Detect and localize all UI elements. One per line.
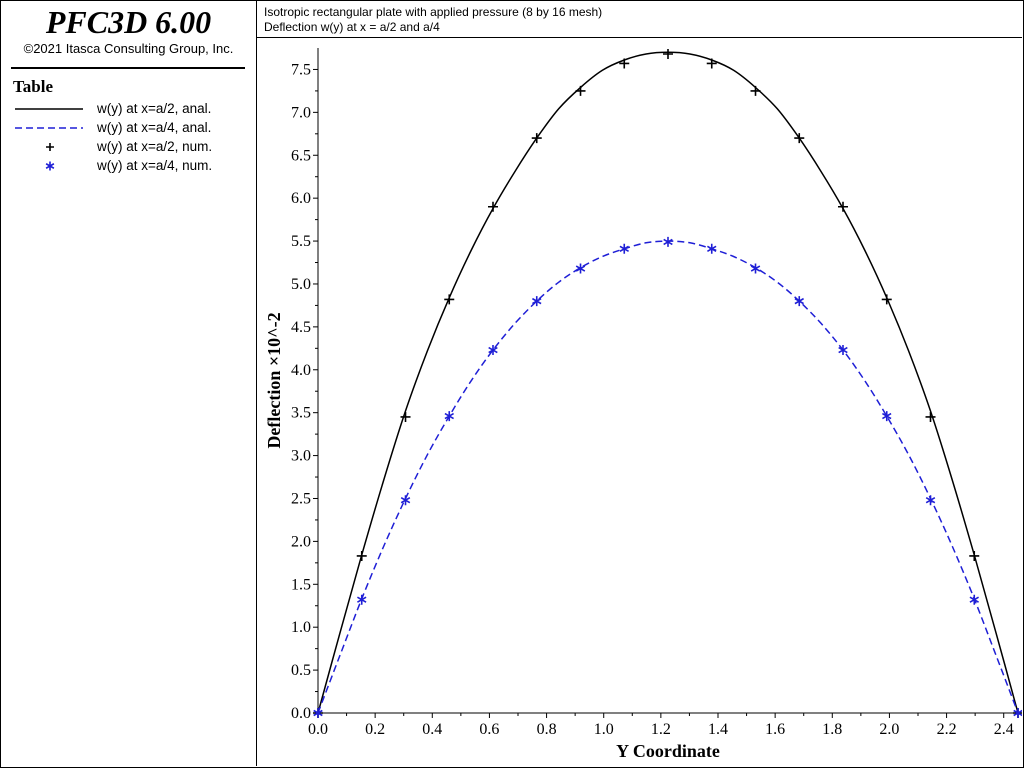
data-point-plus xyxy=(794,133,805,144)
legend-item-a2-num: w(y) at x=a/2, num. xyxy=(13,138,253,157)
x-tick-label: 0.4 xyxy=(422,721,442,738)
series-a4-anal-line xyxy=(317,240,1019,714)
x-tick-label: 1.4 xyxy=(708,721,728,738)
y-tick-label: 2.5 xyxy=(291,490,311,507)
data-point-plus xyxy=(750,85,761,96)
x-tick-label: 1.2 xyxy=(651,721,671,738)
deflection-chart: 0.0 0.5 1.0 1.5 2.0 2.5 3.0 3.5 4.0 4.5 5.0 5.5 6.0 6… xyxy=(264,48,1022,761)
data-point-asterisk xyxy=(750,263,761,274)
data-point-plus xyxy=(706,58,717,69)
series-a2-anal-line xyxy=(317,51,1019,714)
data-point-asterisk xyxy=(488,345,498,356)
x-tick-label: 0.0 xyxy=(308,721,328,738)
data-point-asterisk xyxy=(357,594,367,605)
data-point-asterisk xyxy=(707,243,717,254)
legend-item-a4-num: w(y) at x=a/4, num. xyxy=(13,157,253,176)
y-tick-label: 3.5 xyxy=(291,405,311,422)
x-tick-label: 0.6 xyxy=(479,721,499,738)
app-title: PFC3D 6.00 xyxy=(45,4,212,40)
legend-label: w(y) at x=a/2, anal. xyxy=(97,101,212,116)
x-tick-label: 0.2 xyxy=(365,721,385,738)
legend-panel: PFC3D 6.00 ©2021 Itasca Consulting Group… xyxy=(1,1,257,766)
legend-item-a4-anal: w(y) at x=a/4, anal. xyxy=(13,119,253,138)
series-layer xyxy=(313,49,1022,718)
x-tick-label: 2.2 xyxy=(937,721,957,738)
data-point-asterisk xyxy=(444,411,454,422)
asterisk-marker-icon xyxy=(45,161,55,171)
data-point-plus xyxy=(575,85,586,96)
y-tick-label: 7.0 xyxy=(291,104,311,121)
data-point-plus xyxy=(925,411,936,422)
data-point-asterisk xyxy=(313,708,323,718)
chart-subtitle: Deflection w(y) at x = a/2 and a/4 xyxy=(264,20,440,34)
data-point-asterisk xyxy=(882,411,892,422)
title-divider xyxy=(11,67,245,69)
data-point-plus xyxy=(444,294,455,305)
legend-label: w(y) at x=a/4, num. xyxy=(97,158,213,173)
data-point-plus xyxy=(400,411,411,422)
data-point-asterisk xyxy=(532,296,542,307)
axes: 0.0 0.5 1.0 1.5 2.0 2.5 3.0 3.5 4.0 4.5 5.0 5.5 6.0 6… xyxy=(291,48,1018,738)
data-point-asterisk xyxy=(969,594,979,605)
y-tick-label: 3.0 xyxy=(291,448,311,465)
plus-marker-icon xyxy=(46,143,54,151)
x-tick-label: 2.4 xyxy=(994,721,1014,738)
y-tick-label: 6.0 xyxy=(291,190,311,207)
legend-label: w(y) at x=a/4, anal. xyxy=(97,120,212,135)
y-tick-label: 0.5 xyxy=(291,662,311,679)
y-tick-label: 2.0 xyxy=(291,533,311,550)
data-point-plus xyxy=(488,201,498,212)
x-tick-label: 0.8 xyxy=(537,721,557,738)
y-axis-label: Deflection ×10^-2 xyxy=(264,312,284,448)
data-point-plus xyxy=(531,133,542,144)
data-point-asterisk xyxy=(794,296,804,307)
data-point-plus xyxy=(356,550,367,561)
x-axis-label: Y Coordinate xyxy=(616,741,720,761)
data-point-asterisk xyxy=(1013,708,1022,718)
data-point-plus xyxy=(619,58,630,69)
data-point-plus xyxy=(663,49,673,60)
y-tick-label: 4.0 xyxy=(291,362,311,379)
x-tick-label: 1.8 xyxy=(822,721,842,738)
y-tick-label: 1.0 xyxy=(291,619,311,636)
data-point-asterisk xyxy=(838,345,848,356)
x-tick-label: 1.0 xyxy=(594,721,614,738)
dashed-line-icon xyxy=(15,127,83,129)
data-point-plus xyxy=(838,201,848,212)
chart-header: Isotropic rectangular plate with applied… xyxy=(257,1,1022,38)
data-point-asterisk xyxy=(663,236,673,247)
x-tick-label: 1.6 xyxy=(765,721,785,738)
copyright-text: ©2021 Itasca Consulting Group, Inc. xyxy=(23,41,234,56)
data-point-plus xyxy=(969,550,980,561)
y-tick-label: 0.0 xyxy=(291,705,311,722)
data-point-plus xyxy=(881,294,892,305)
x-tick-label: 2.0 xyxy=(879,721,899,738)
legend-label: w(y) at x=a/2, num. xyxy=(97,139,213,154)
y-tick-label: 7.5 xyxy=(291,61,311,78)
y-tick-label: 5.5 xyxy=(291,233,311,250)
chart-title: Isotropic rectangular plate with applied… xyxy=(264,5,603,19)
legend-list: w(y) at x=a/2, anal. w(y) at x=a/4, anal… xyxy=(13,100,253,176)
y-tick-label: 1.5 xyxy=(291,576,311,593)
data-point-asterisk xyxy=(400,495,411,506)
data-point-asterisk xyxy=(619,243,629,254)
legend-heading: Table xyxy=(13,77,54,96)
y-tick-label: 5.0 xyxy=(291,276,311,293)
y-tick-label: 6.5 xyxy=(291,147,311,164)
data-point-asterisk xyxy=(575,263,586,274)
solid-line-icon xyxy=(15,108,83,110)
legend-item-a2-anal: w(y) at x=a/2, anal. xyxy=(13,100,253,119)
y-tick-label: 4.5 xyxy=(291,319,311,336)
data-point-asterisk xyxy=(925,495,936,506)
